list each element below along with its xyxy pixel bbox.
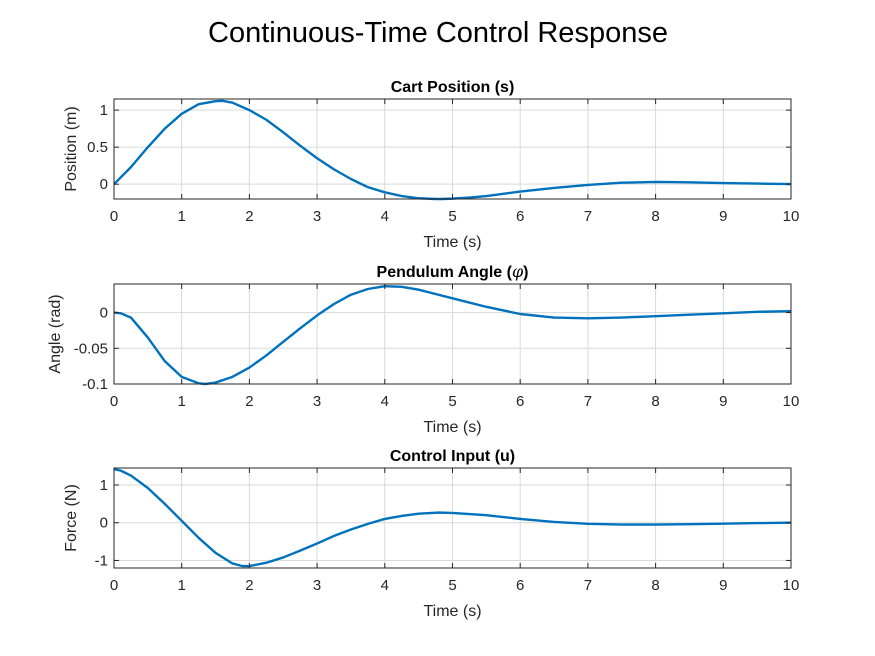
cart-position-x-tick-label: 3 — [313, 208, 321, 225]
control-input-x-tick-label: 2 — [245, 577, 253, 594]
pendulum-angle-x-tick-label: 5 — [448, 393, 456, 410]
control-input-y-tick-label: 0 — [100, 515, 108, 532]
pendulum-angle-axes: 0 1 2 3 4 5 6 7 8 9 10 0 -0.05 -0.1 Time (s) Angle (rad… — [47, 262, 799, 436]
pendulum-angle-series-line — [114, 284, 791, 386]
control-input-x-tick-label: 7 — [584, 577, 592, 594]
control-input-y-tick-label: -1 — [95, 552, 108, 569]
pendulum-angle-x-tick-label: 6 — [516, 393, 524, 410]
cart-position-x-tick-label: 7 — [584, 208, 592, 225]
control-input-x-axis-label: Time (s) — [423, 603, 481, 620]
pendulum-angle-y-tick-label: 0 — [100, 305, 108, 322]
cart-position-x-tick-label: 10 — [783, 208, 800, 225]
pendulum-angle-x-axis-label: Time (s) — [423, 419, 481, 436]
pendulum-angle-x-tick-label: 1 — [178, 393, 186, 410]
pendulum-angle-title: Pendulum Angle (φ) — [377, 262, 529, 281]
control-input-y-tick-label: 1 — [100, 477, 108, 494]
cart-position-axes: 0 1 2 3 4 5 6 7 8 9 10 0 0.5 1 Time (s) Position (m) Car… — [63, 79, 799, 251]
control-input-x-tick-label: 5 — [448, 577, 456, 594]
control-input-x-tick-label: 0 — [110, 577, 118, 594]
cart-position-x-tick-label: 0 — [110, 208, 118, 225]
cart-position-y-tick-label: 0.5 — [87, 139, 108, 156]
cart-position-y-tick-label: 0 — [100, 176, 108, 193]
control-input-series-line — [114, 467, 791, 568]
cart-position-x-tick-label: 4 — [381, 208, 389, 225]
cart-position-x-tick-label: 2 — [245, 208, 253, 225]
pendulum-angle-x-tick-label: 7 — [584, 393, 592, 410]
pendulum-angle-x-tick-label: 2 — [245, 393, 253, 410]
cart-position-x-tick-label: 9 — [719, 208, 727, 225]
cart-position-x-tick-label: 1 — [178, 208, 186, 225]
pendulum-angle-y-axis-label: Angle (rad) — [47, 294, 64, 373]
cart-position-x-axis-label: Time (s) — [423, 234, 481, 251]
control-input-x-tick-label: 4 — [381, 577, 389, 594]
control-input-x-tick-label: 9 — [719, 577, 727, 594]
control-input-x-tick-label: 10 — [783, 577, 800, 594]
control-input-title: Control Input (u) — [390, 448, 515, 465]
pendulum-angle-x-tick-label: 0 — [110, 393, 118, 410]
pendulum-angle-y-tick-label: -0.1 — [82, 376, 108, 393]
pendulum-angle-x-tick-label: 4 — [381, 393, 389, 410]
cart-position-y-tick-label: 1 — [100, 102, 108, 119]
cart-position-x-tick-label: 8 — [651, 208, 659, 225]
cart-position-title: Cart Position (s) — [391, 79, 515, 96]
pendulum-angle-x-tick-label: 10 — [783, 393, 800, 410]
control-input-x-tick-label: 3 — [313, 577, 321, 594]
pendulum-angle-y-tick-label: -0.05 — [74, 340, 108, 357]
cart-position-y-axis-label: Position (m) — [63, 106, 80, 191]
cart-position-x-tick-label: 6 — [516, 208, 524, 225]
pendulum-angle-x-tick-label: 3 — [313, 393, 321, 410]
cart-position-series-line — [114, 99, 791, 201]
cart-position-x-tick-label: 5 — [448, 208, 456, 225]
control-input-x-tick-label: 1 — [178, 577, 186, 594]
control-input-x-tick-label: 6 — [516, 577, 524, 594]
figure-title: Continuous-Time Control Response — [208, 17, 668, 49]
pendulum-angle-x-tick-label: 8 — [651, 393, 659, 410]
pendulum-angle-x-tick-label: 9 — [719, 393, 727, 410]
control-input-y-axis-label: Force (N) — [63, 484, 80, 552]
control-input-x-tick-label: 8 — [651, 577, 659, 594]
